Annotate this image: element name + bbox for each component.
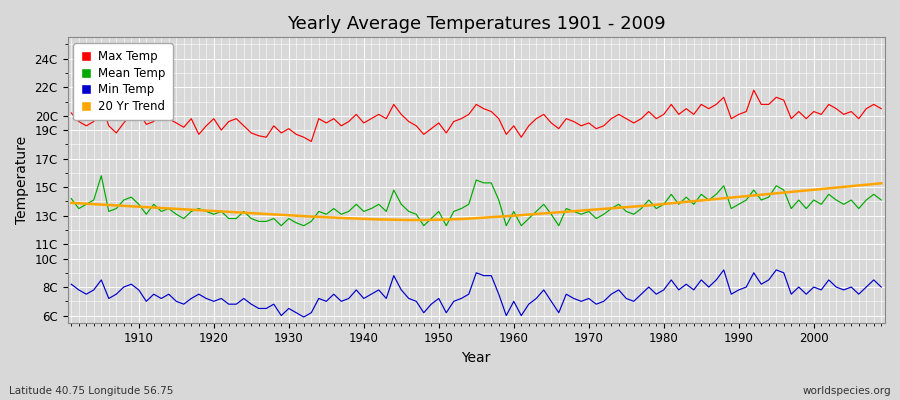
Title: Yearly Average Temperatures 1901 - 2009: Yearly Average Temperatures 1901 - 2009 xyxy=(287,15,666,33)
Text: worldspecies.org: worldspecies.org xyxy=(803,386,891,396)
Text: Latitude 40.75 Longitude 56.75: Latitude 40.75 Longitude 56.75 xyxy=(9,386,174,396)
X-axis label: Year: Year xyxy=(462,351,491,365)
Y-axis label: Temperature: Temperature xyxy=(15,136,29,224)
Legend: Max Temp, Mean Temp, Min Temp, 20 Yr Trend: Max Temp, Mean Temp, Min Temp, 20 Yr Tre… xyxy=(74,43,173,120)
